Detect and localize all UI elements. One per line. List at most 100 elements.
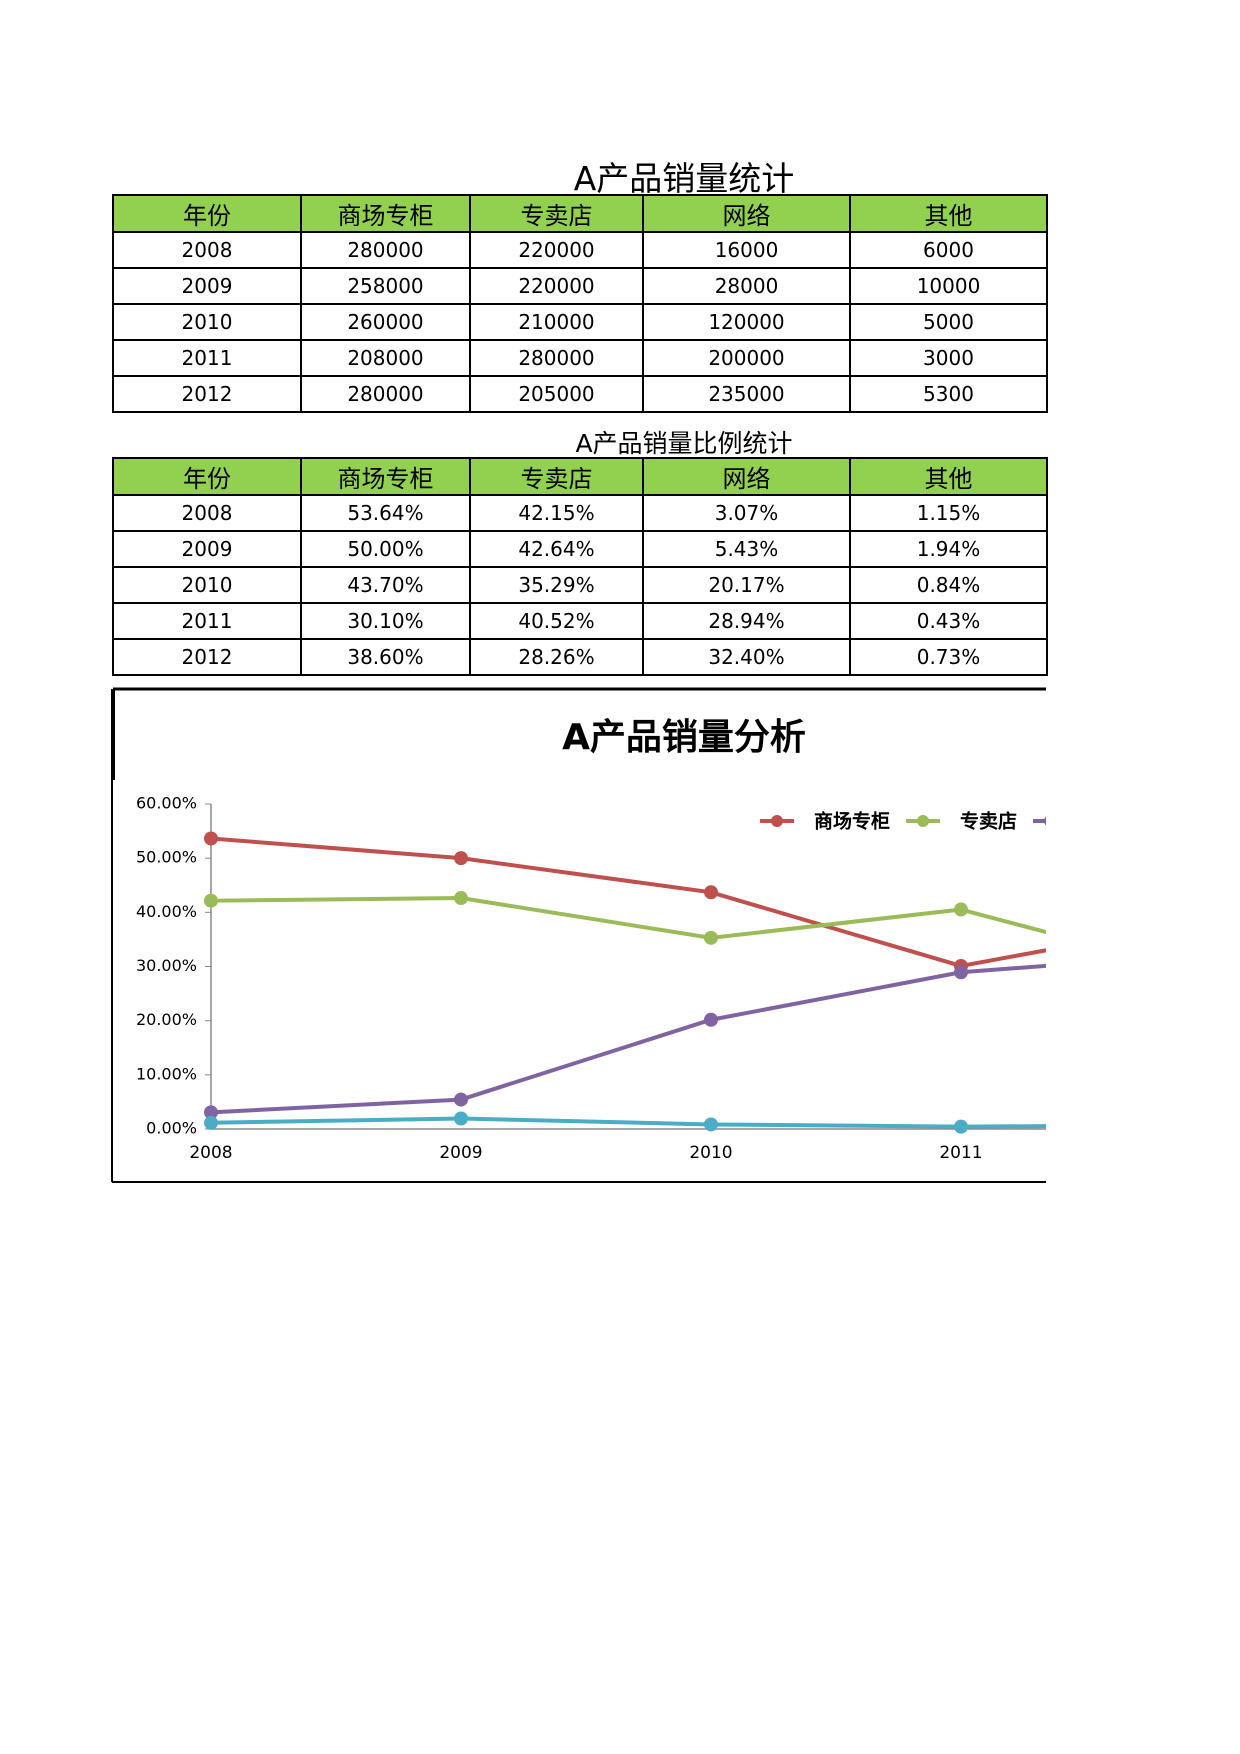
header-cell: 商场专柜: [300, 457, 471, 496]
cell: 258000: [300, 267, 471, 305]
cell: 205000: [469, 375, 644, 413]
point: [704, 930, 718, 945]
table-title: A产品销量统计: [573, 159, 795, 198]
cell: 32.40%: [642, 638, 851, 676]
point: [204, 1115, 218, 1130]
cell: 28000: [642, 267, 851, 305]
cell: 200000: [642, 339, 851, 377]
cell: 16000: [642, 231, 851, 269]
row: 2009 50.00% 42.64% 5.43% 1.94%: [112, 530, 1048, 568]
point: [454, 1111, 468, 1126]
legend-label: 网络: [1087, 810, 1125, 833]
cell: 2012: [112, 375, 302, 413]
legend-marker: [771, 815, 783, 827]
y-tick-label: 20.00%: [136, 1010, 197, 1029]
line: [210, 963, 1046, 1115]
y-tick-label: 10.00%: [136, 1064, 197, 1083]
cell: 0.73%: [849, 638, 1048, 676]
cell: 40.52%: [469, 602, 644, 640]
cell: 38.60%: [300, 638, 471, 676]
cell: 2008: [112, 231, 302, 269]
table-title: A产品销量比例统计: [575, 429, 793, 458]
cell: 120000: [642, 303, 851, 341]
row: 2010 43.70% 35.29% 20.17% 0.84%: [112, 566, 1048, 604]
x-tick-label: 2011: [939, 1143, 982, 1163]
header-cell: 年份: [112, 457, 302, 496]
point: [954, 1119, 968, 1134]
cell: 5.43%: [642, 530, 851, 568]
header-cell: 专卖店: [469, 194, 644, 233]
header-row: 年份 商场专柜 专卖店 网络 其他: [112, 457, 1048, 496]
row: 2009 258000 220000 28000 10000: [112, 267, 1048, 305]
cell: 220000: [469, 267, 644, 305]
cell: 50.00%: [300, 530, 471, 568]
cell: 208000: [300, 339, 471, 377]
point: [1204, 913, 1218, 927]
cell: 6000: [849, 231, 1048, 269]
cell: 53.64%: [300, 494, 471, 532]
legend-label: 商场专柜: [814, 810, 890, 833]
cell: 2010: [112, 303, 302, 341]
point: [954, 902, 968, 917]
row: 2011 30.10% 40.52% 28.94% 0.43%: [112, 602, 1048, 640]
ratio-table: 年份 商场专柜 专卖店 网络 其他 2008 53.64% 42.15% 3.07% 1.15% 2…: [112, 457, 1048, 676]
cell: 3.07%: [642, 494, 851, 532]
cell: 10000: [849, 267, 1048, 305]
header-row: 年份 商场专柜 专卖店 网络 其他: [112, 194, 1048, 233]
cell: 2011: [112, 339, 302, 377]
x-tick-label: 2012: [1189, 1143, 1232, 1163]
legend-marker: [1152, 815, 1164, 827]
cell: 2010: [112, 566, 302, 604]
x-tick-label: 2010: [689, 1143, 732, 1163]
line: [210, 836, 1046, 969]
cell: 2012: [112, 638, 302, 676]
cell: 1.15%: [849, 494, 1048, 532]
cell: 260000: [300, 303, 471, 341]
cell: 35.29%: [469, 566, 644, 604]
cell: 3000: [849, 339, 1048, 377]
header-cell: 网络: [642, 194, 851, 233]
y-tick-label: 60.00%: [136, 794, 197, 813]
cell: 220000: [469, 231, 644, 269]
y-tick-label: 0.00%: [146, 1119, 197, 1138]
legend-marker: [917, 815, 930, 827]
point: [454, 891, 468, 906]
x-tick-label: 2009: [439, 1143, 482, 1163]
cell: 42.64%: [469, 530, 644, 568]
point: [1204, 1118, 1218, 1132]
row: 2012 280000 205000 235000 5300: [112, 375, 1048, 413]
cell: 280000: [300, 231, 471, 269]
chart-title: A产品销量分析: [562, 717, 806, 758]
header-cell: 商场专柜: [300, 194, 471, 233]
row: 2012 38.60% 28.26% 32.40% 0.73%: [112, 638, 1048, 676]
header-cell: 网络: [642, 457, 851, 496]
cell: 5300: [849, 375, 1048, 413]
header-cell: 其他: [849, 194, 1048, 233]
cell: 5000: [849, 303, 1048, 341]
cell: 280000: [300, 375, 471, 413]
legend-label: 其他: [1195, 810, 1233, 833]
point: [454, 851, 468, 866]
cell: 42.15%: [469, 494, 644, 532]
point: [954, 965, 968, 980]
x-tick-label: 2008: [189, 1143, 232, 1163]
point: [204, 1105, 218, 1120]
point: [454, 1092, 468, 1107]
point: [1204, 947, 1218, 961]
cell: 2009: [112, 530, 302, 568]
sales-table: 年份 商场专柜 专卖店 网络 其他 2008 280000 220000 16000 6000 20…: [112, 194, 1048, 413]
header-cell: 其他: [849, 457, 1048, 496]
legend-label: 专卖店: [960, 810, 1017, 833]
cell: 2009: [112, 267, 302, 305]
row: 2010 260000 210000 120000 5000: [112, 303, 1048, 341]
row: 2008 280000 220000 16000 6000: [112, 231, 1048, 269]
cell: 0.84%: [849, 566, 1048, 604]
cell: 235000: [642, 375, 851, 413]
cell: 28.94%: [642, 602, 851, 640]
point: [704, 1012, 718, 1027]
header-cell: 年份: [112, 194, 302, 233]
point: [1204, 969, 1218, 983]
cell: 2011: [112, 602, 302, 640]
y-tick-label: 30.00%: [136, 956, 197, 975]
